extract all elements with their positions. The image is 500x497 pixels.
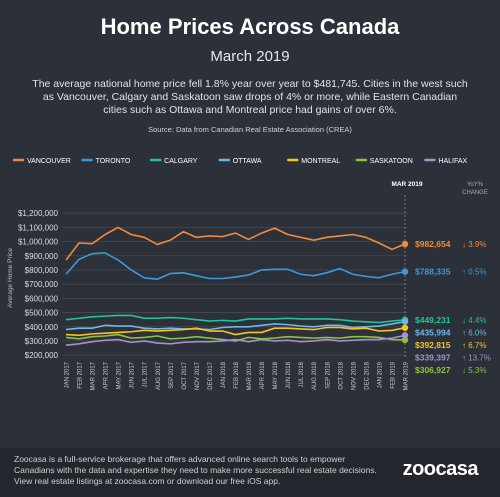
legend-label: SASKATOON	[370, 158, 413, 165]
logo: zoocasa	[402, 458, 479, 480]
y-tick-label: $1,200,000	[18, 209, 59, 218]
change-label: ↑ 6.7%	[462, 341, 486, 350]
x-tick-label: SEP 2018	[325, 361, 331, 389]
x-tick-label: AUG 2017	[156, 361, 162, 390]
y-tick-label: $500,000	[25, 309, 59, 318]
x-tick-label: SEP 2017	[169, 361, 175, 389]
x-tick-label: MAY 2017	[117, 361, 123, 389]
x-tick-label: JUN 2018	[286, 361, 292, 388]
end-point	[401, 318, 409, 325]
y-tick-label: $900,000	[25, 252, 59, 261]
series-line	[65, 334, 406, 347]
x-tick-label: JUN 2017	[130, 361, 136, 388]
y-tick-label: $800,000	[25, 266, 59, 275]
change-label: ↓ 5.3%	[462, 366, 486, 375]
legend-label: MONTREAL	[301, 158, 340, 165]
chart: VANCOUVER TORONTO CALGARY OTTAWA MONTREAL SAS…	[7, 158, 491, 390]
title: Home Prices Across Canada	[100, 14, 400, 39]
end-point	[401, 268, 409, 275]
end-point	[401, 324, 409, 331]
end-value-label: $435,994	[415, 327, 451, 337]
x-tick-label: APR 2018	[260, 361, 266, 389]
end-value-label: $982,654	[415, 239, 451, 249]
y-tick-label: $400,000	[25, 323, 59, 332]
legend-label: OTTAWA	[233, 158, 262, 165]
legend-label: VANCOUVER	[27, 158, 71, 165]
x-tick-label: JAN 2019	[377, 361, 383, 388]
x-tick-label: NOV 2018	[351, 361, 357, 390]
end-point	[401, 336, 409, 344]
legend-label: CALGARY	[164, 158, 198, 165]
x-tick-label: FEB 2017	[78, 361, 84, 388]
end-value-label: $339,397	[415, 352, 451, 362]
change-label: ↑ 6.0%	[462, 328, 486, 337]
end-value-label: $392,815	[415, 340, 451, 350]
x-tick-label: MAR 2018	[247, 361, 253, 390]
x-tick-label: FEB 2019	[390, 361, 396, 388]
x-tick-label: DEC 2018	[364, 361, 370, 389]
x-tick-label: FEB 2018	[234, 361, 240, 388]
end-value-label: $788,335	[415, 267, 451, 277]
series-line	[65, 314, 406, 324]
legend-label: TORONTO	[96, 158, 131, 165]
x-tick-label: AUG 2018	[312, 361, 318, 390]
subtitle: March 2019	[210, 48, 290, 65]
series-line	[65, 252, 406, 281]
series-line	[65, 326, 406, 337]
change-header: YoY%	[467, 182, 484, 188]
series-line	[65, 333, 406, 342]
x-tick-label: MAY 2018	[273, 361, 279, 389]
footer-line: View real estate listings at zoocasa.com…	[14, 476, 281, 486]
footer-line: Zoocasa is a full-service brokerage that…	[14, 454, 346, 464]
end-header: MAR 2019	[391, 181, 422, 188]
footer-line: Canadians with the data and expertise th…	[14, 465, 377, 475]
end-point	[401, 332, 409, 339]
y-tick-label: $1,000,000	[18, 238, 59, 247]
y-tick-label: $300,000	[25, 337, 59, 346]
x-tick-label: DEC 2017	[208, 361, 214, 389]
x-tick-label: OCT 2017	[182, 361, 188, 389]
x-tick-label: JAN 2018	[221, 361, 227, 388]
x-tick-label: JUL 2018	[299, 361, 305, 387]
change-label: ↓ 3.9%	[462, 240, 486, 249]
end-point	[401, 240, 409, 248]
x-tick-label: NOV 2017	[195, 361, 201, 390]
x-tick-label: JUL 2017	[143, 361, 149, 387]
y-tick-label: $1,100,000	[18, 223, 59, 232]
series-line	[65, 320, 406, 331]
change-label: ↑ 13.7%	[462, 353, 491, 362]
change-label: ↑ 0.5%	[462, 268, 486, 277]
change-label: ↓ 4.4%	[462, 316, 486, 325]
y-tick-label: $600,000	[25, 294, 59, 303]
end-value-label: $306,927	[415, 365, 451, 375]
x-tick-label: MAR 2017	[91, 361, 97, 390]
description: The average national home price fell 1.8…	[32, 78, 468, 116]
footer: Zoocasa is a full-service brokerage that…	[0, 448, 500, 497]
series-line	[65, 226, 406, 261]
change-header: CHANGE	[462, 190, 488, 196]
y-axis-label: Average Home Price	[7, 248, 14, 308]
y-tick-label: $200,000	[25, 351, 59, 360]
x-tick-label: OCT 2018	[338, 361, 344, 389]
x-tick-label: APR 2017	[104, 361, 110, 389]
end-value-label: $449,231	[415, 315, 451, 325]
legend-label: HALIFAX	[438, 158, 467, 165]
y-tick-label: $700,000	[25, 280, 59, 289]
x-tick-label: MAR 2019	[404, 361, 410, 390]
x-tick-label: JAN 2017	[65, 361, 71, 388]
source: Source: Data from Canadian Real Estate A…	[148, 125, 352, 134]
